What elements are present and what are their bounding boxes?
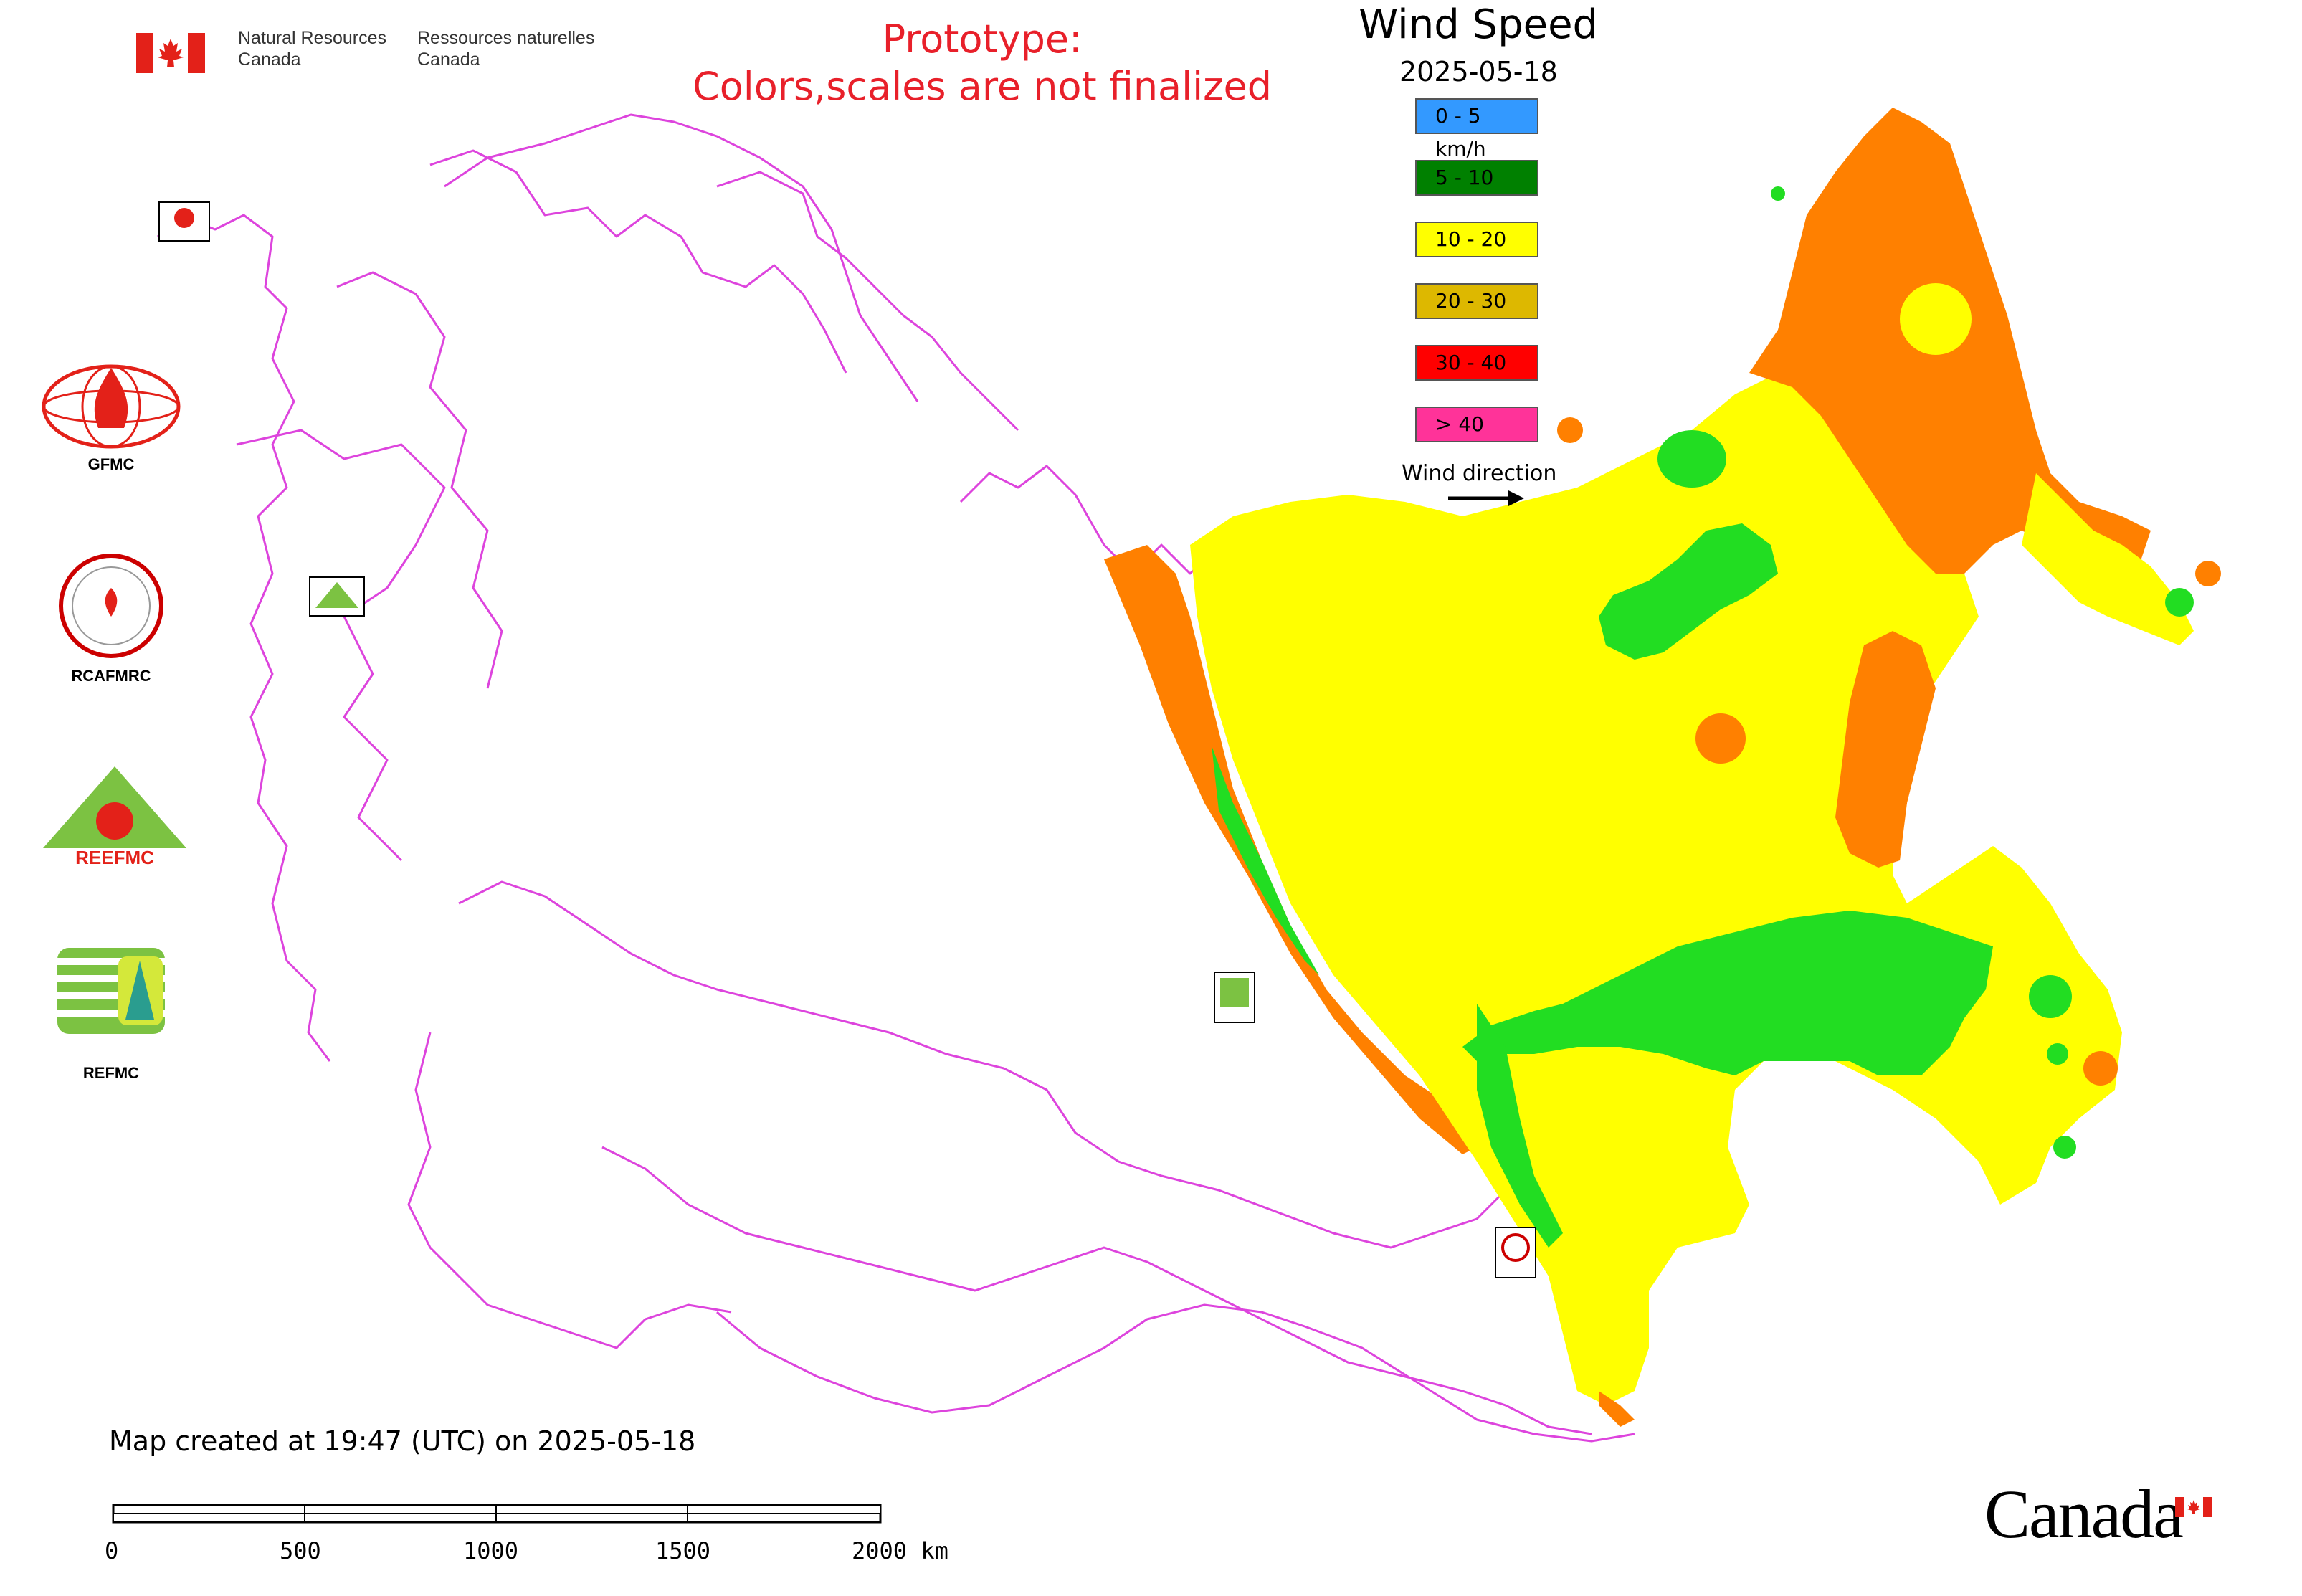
nrcan-fr-line1: Ressources naturelles [417, 28, 595, 48]
boundary-baltic [336, 271, 503, 689]
logo-refmc: REFMC [39, 945, 183, 1088]
wind-speed-fills [1104, 108, 2221, 1427]
scale-bar [112, 1504, 882, 1524]
logo-rcafmrc: RCAFMRC [39, 552, 183, 688]
logo-reefmc: REEFMC [39, 764, 190, 871]
marker-refmc-emblem [1220, 978, 1249, 1007]
zone-20-30-island [1557, 417, 1583, 443]
map-created-text: Map created at 19:47 (UTC) on 2025-05-18 [109, 1425, 696, 1457]
scale-seg-4 [687, 1504, 881, 1514]
canada-wordmark-text: Canada [1984, 1476, 2184, 1552]
legend-class-4: 30 - 40 [1415, 345, 1538, 381]
logo-refmc-label: REFMC [82, 1064, 140, 1082]
gfmc-globe-icon [42, 364, 181, 449]
nrcan-en-line1: Natural Resources [238, 28, 387, 48]
zone-5-10-north-a [1657, 430, 1726, 488]
boundary-scandinavia [429, 149, 847, 374]
scale-seg-3 [495, 1513, 688, 1523]
nrcan-en-line2: Canada [238, 49, 301, 70]
legend-class-3: 20 - 30 [1415, 283, 1538, 319]
scale-seg-2 [304, 1504, 497, 1514]
prototype-notice-line1: Prototype: [882, 16, 1083, 62]
arrow-right-icon [1448, 490, 1524, 506]
boundary-europe-west [156, 214, 331, 1062]
zone-5-10-southwest-wedge [1477, 1004, 1563, 1248]
refmc-sigma-icon [57, 948, 165, 1034]
zone-20-30-dot-coast [2195, 561, 2221, 586]
legend-class-1: 5 - 10 [1415, 160, 1538, 196]
scale-tick-1000: 1000 [463, 1537, 519, 1564]
zone-20-30-east-strip [1835, 631, 1936, 868]
legend-date: 2025-05-18 [1399, 56, 1558, 87]
zone-5-10-dot-a [2029, 975, 2072, 1018]
boundary-caspian [407, 1032, 732, 1349]
logo-gfmc: GFMC [39, 362, 183, 477]
legend-class-0: 0 - 5 km/h [1415, 98, 1538, 161]
legend-class-5: > 40 [1415, 407, 1538, 442]
prototype-notice-line2: Colors,scales are not finalized [693, 64, 1272, 109]
logo-gfmc-label: GFMC [87, 455, 135, 473]
zone-10-20-circle-north [1900, 283, 1972, 355]
wind-direction-label: Wind direction [1402, 461, 1557, 486]
legend-class-2: 10 - 20 [1415, 222, 1538, 257]
marker-rcafmrc-emblem [1501, 1233, 1530, 1262]
marker-reefmc-emblem [315, 582, 358, 608]
wordmark-flag-icon [2175, 1497, 2212, 1517]
scale-seg-1 [113, 1513, 305, 1523]
marker-gfmc-emblem [174, 208, 194, 228]
legend-title: Wind Speed [1359, 1, 1599, 48]
rcafmrc-seal-icon [59, 554, 163, 658]
zone-5-10-island-north [1771, 186, 1785, 201]
zone-20-30-dot-east [2083, 1051, 2118, 1086]
zone-20-30-circle [1695, 713, 1746, 764]
canada-flag-icon [136, 33, 205, 73]
boundary-kola [716, 171, 1019, 432]
nrcan-fr-line2: Canada [417, 49, 480, 70]
zone-5-10-dot-c [2165, 588, 2194, 617]
map-center-markers [158, 201, 1536, 1278]
scale-tick-500: 500 [280, 1537, 321, 1564]
scale-tick-2000: 2000 km [852, 1537, 948, 1564]
zone-10-20-east-coast [2022, 473, 2194, 645]
zone-20-30-west [1104, 545, 1477, 1154]
logo-rcafmrc-label: RCAFMRC [71, 667, 151, 685]
boundary-central [236, 429, 446, 862]
boundary-central-asia [601, 1146, 1592, 1435]
scale-tick-1500: 1500 [655, 1537, 711, 1564]
zone-5-10-south-band [1462, 911, 1993, 1075]
canada-wordmark: Canada [1984, 1476, 2228, 1563]
scale-tick-0: 0 [105, 1537, 119, 1564]
zone-5-10-dot-d [2053, 1136, 2076, 1159]
zone-5-10-dot-b [2047, 1043, 2068, 1065]
zone-5-10-north-b [1599, 523, 1778, 660]
reefmc-triangle-icon: REEFMC [39, 766, 190, 868]
zone-20-30-south [1599, 1391, 1635, 1427]
boundary-north-europe [444, 113, 919, 402]
nrcan-signature: Natural Resources Canada Ressources natu… [136, 27, 609, 77]
boundary-south [716, 1303, 1635, 1443]
boundary-kazakhstan [458, 880, 1693, 1249]
svg-text:REEFMC: REEFMC [75, 847, 154, 868]
zone-10-20-main [1190, 373, 2122, 1405]
prototype-notice: Prototype: Colors,scales are not finaliz… [660, 16, 1305, 110]
